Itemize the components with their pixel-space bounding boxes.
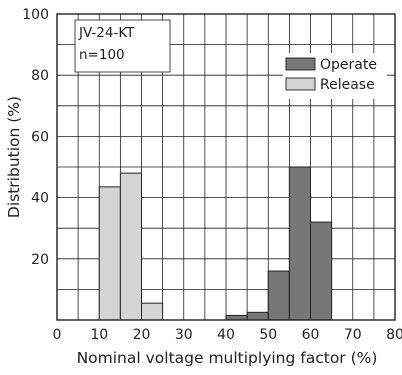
y-tick-label: 80	[31, 68, 49, 84]
legend-swatch-operate	[285, 57, 316, 71]
legend-swatch-release	[285, 77, 316, 91]
x-tick-label: 50	[259, 327, 277, 343]
legend-label-operate: Operate	[320, 57, 377, 73]
legend-label-release: Release	[320, 77, 375, 93]
y-axis-title: Distribution (%)	[5, 96, 23, 218]
x-tick-label: 60	[302, 327, 320, 343]
x-tick-label: 10	[90, 327, 108, 343]
x-tick-label: 70	[344, 327, 362, 343]
y-tick-label: 100	[22, 7, 49, 23]
inset-box	[74, 19, 171, 73]
x-tick-label: 20	[133, 327, 151, 343]
x-tick-label: 0	[53, 327, 62, 343]
inset-model-text: JV-24-KT	[78, 25, 135, 41]
bars	[98, 166, 333, 321]
x-tick-label: 40	[217, 327, 235, 343]
y-tick-label: 20	[31, 252, 49, 268]
x-tick-label: 80	[386, 327, 402, 343]
inset-sample-count-text: n=100	[79, 47, 125, 63]
y-axis-tick-labels: 20 40 60 80 100	[22, 7, 49, 268]
x-tick-label: 30	[175, 327, 193, 343]
x-axis-title: Nominal voltage multiplying factor (%)	[77, 349, 378, 367]
inset-annotation: JV-24-KT n=100	[74, 19, 171, 73]
bar-release-0	[98, 186, 121, 321]
y-tick-label: 60	[31, 129, 49, 145]
bar-release-1	[119, 172, 142, 321]
bar-operate-2	[267, 270, 290, 321]
plot-frame	[56, 13, 396, 321]
bar-release-2	[141, 302, 164, 321]
bar-operate-1	[246, 311, 269, 321]
legend: Operate Release	[283, 53, 387, 99]
y-tick-label: 40	[31, 191, 49, 207]
bar-operate-4	[310, 221, 333, 321]
x-axis-tick-labels: 0 10 20 30 40 50 60 70 80	[53, 327, 402, 343]
bar-operate-3	[288, 166, 311, 321]
